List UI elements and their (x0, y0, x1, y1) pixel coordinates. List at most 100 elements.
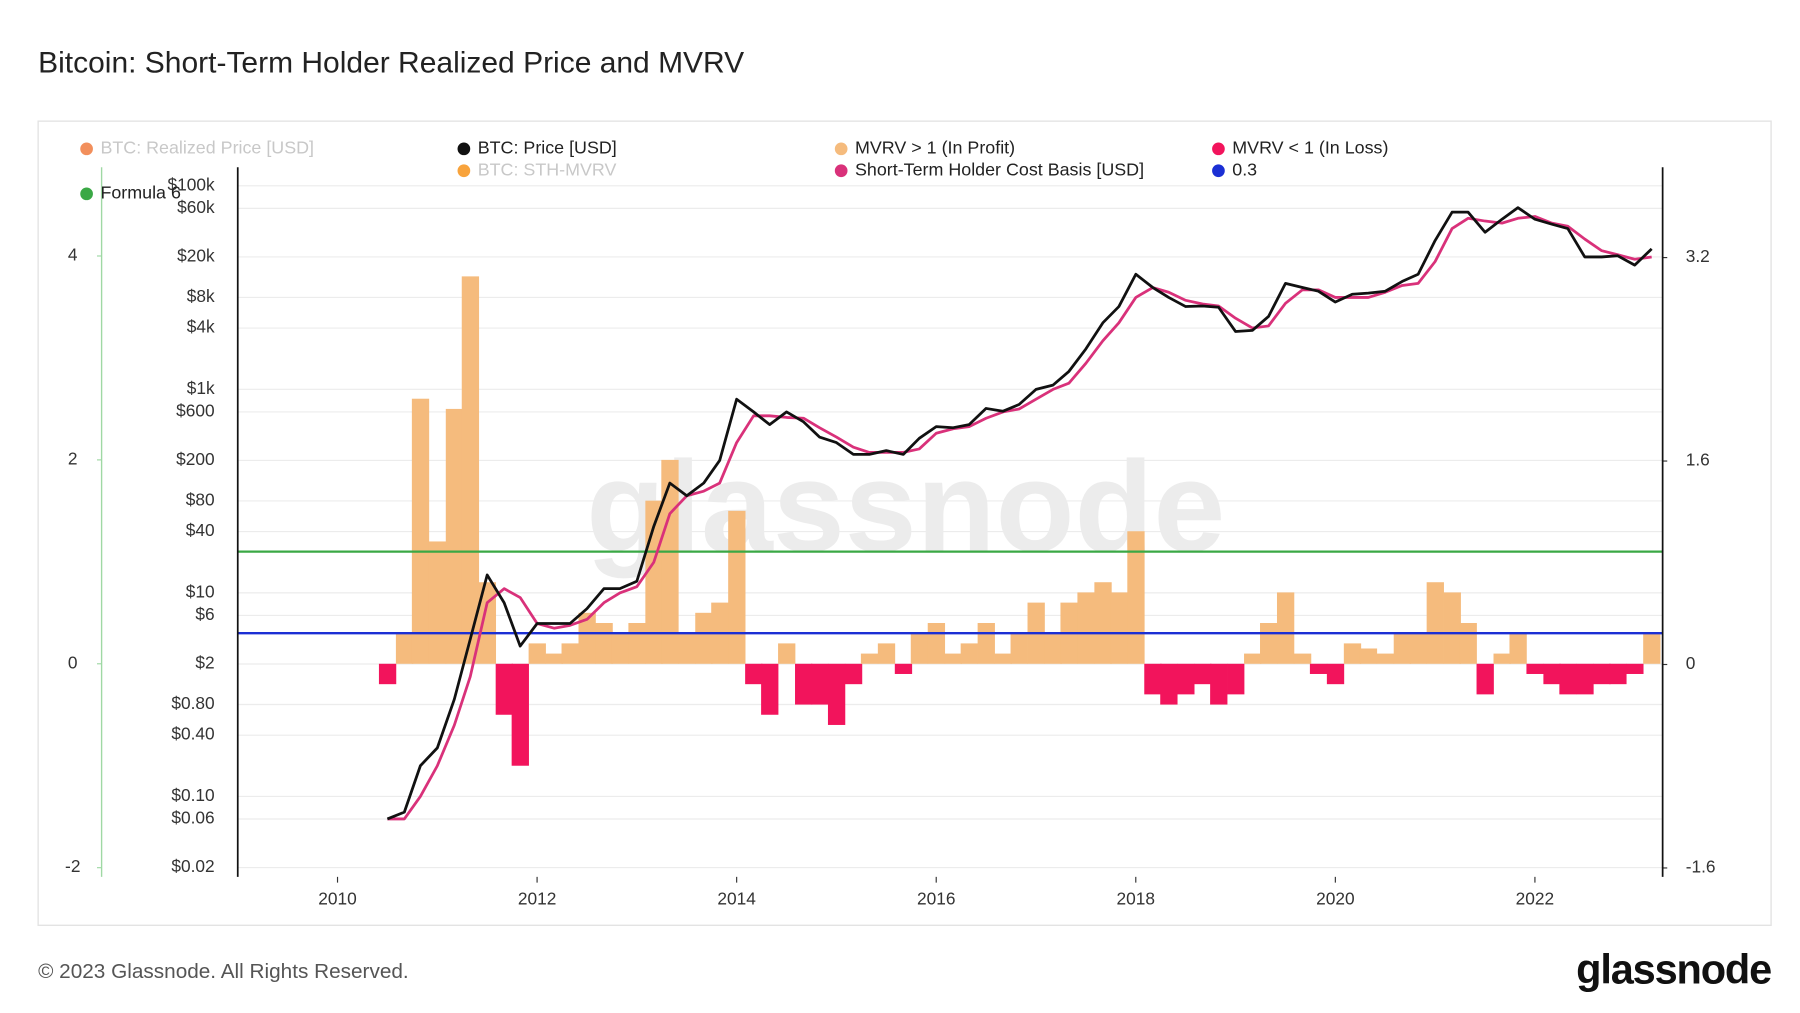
mvrv-bar (795, 663, 813, 705)
y3-tick-label: $4k (187, 317, 215, 337)
y-tick-label: -2 (65, 856, 80, 876)
x-tick-label: 2012 (518, 888, 556, 908)
mvrv-bar (1144, 663, 1162, 695)
mvrv-bar (778, 643, 796, 664)
mvrv-bar (1576, 663, 1594, 695)
legend-label: 0.3 (1232, 159, 1257, 179)
mvrv-bar (1609, 663, 1627, 685)
series-line (387, 215, 1652, 821)
mvrv-bar (1276, 592, 1295, 664)
y3-tick-label: $100k (168, 174, 215, 194)
y3-tick-label: $60k (177, 197, 215, 217)
y3-tick-label: $0.40 (171, 724, 214, 744)
mvrv-bar (1244, 653, 1262, 664)
mvrv-bar (1593, 663, 1611, 685)
mvrv-bar (1326, 663, 1345, 685)
mvrv-bar (545, 653, 563, 664)
legend-label: BTC: Realized Price [USD] (100, 138, 314, 158)
mvrv-bar (877, 643, 896, 664)
mvrv-bar (528, 643, 546, 664)
mvrv-bar (1376, 653, 1395, 664)
mvrv-bar (578, 612, 596, 664)
y3-tick-label: $600 (176, 400, 214, 420)
y3-tick-label: $20k (177, 245, 215, 265)
mvrv-bar (1077, 592, 1095, 664)
mvrv-bar (595, 623, 613, 664)
mvrv-bar (1044, 633, 1062, 664)
y3-tick-label: $80 (186, 490, 215, 510)
copyright: © 2023 Glassnode. All Rights Reserved. (38, 960, 409, 983)
mvrv-bar (1309, 663, 1328, 674)
legend-marker (1212, 164, 1225, 178)
mvrv-bar (844, 663, 863, 685)
legend-marker (457, 142, 471, 156)
series-line (386, 206, 1653, 821)
mvrv-bar (428, 541, 447, 664)
mvrv-bar (960, 643, 978, 664)
mvrv-bar (1210, 663, 1228, 705)
chart-frame (37, 120, 1772, 927)
mvrv-bar (1426, 582, 1444, 664)
mvrv-bar (1626, 663, 1644, 674)
mvrv-bar (378, 663, 397, 685)
mvrv-bar (1194, 663, 1212, 685)
legend-label: Short-Term Holder Cost Basis [USD] (855, 159, 1144, 179)
y2-tick-label: 1.6 (1686, 450, 1710, 470)
legend-label: Formula 6 (100, 183, 181, 203)
logo: glassnode (1576, 946, 1771, 993)
y-tick-label: 2 (68, 448, 78, 468)
mvrv-bar (1010, 633, 1028, 664)
y3-tick-label: $0.06 (171, 808, 214, 828)
mvrv-bar (1094, 582, 1112, 664)
mvrv-bar (611, 633, 629, 664)
y3-tick-label: $0.10 (171, 785, 214, 805)
y3-tick-label: $1k (187, 378, 215, 398)
mvrv-bar (1343, 643, 1362, 664)
y2-tick-label: 0 (1686, 653, 1696, 673)
mvrv-bar (827, 663, 846, 725)
legend-label: BTC: STH-MVRV (478, 159, 617, 179)
mvrv-bar (1227, 663, 1245, 695)
y3-tick-label: $200 (176, 449, 214, 469)
mvrv-bar (977, 623, 995, 664)
x-tick-label: 2016 (917, 888, 955, 908)
mvrv-bar (461, 276, 480, 664)
mvrv-bar (1459, 623, 1477, 664)
mvrv-bar (1359, 648, 1378, 664)
mvrv-bar (761, 663, 779, 715)
mvrv-bar (728, 510, 746, 664)
y-tick-label: 4 (68, 245, 78, 265)
y3-tick-label: $40 (186, 520, 215, 540)
y3-tick-label: $0.80 (171, 693, 214, 713)
mvrv-bar (745, 663, 763, 685)
mvrv-bar (927, 623, 946, 664)
legend-marker (80, 142, 93, 156)
mvrv-bar (1543, 663, 1561, 685)
legend-marker (834, 164, 848, 178)
mvrv-bar (628, 623, 646, 664)
x-tick-label: 2022 (1516, 888, 1554, 908)
mvrv-bar (1509, 633, 1527, 664)
mvrv-bar (511, 663, 529, 766)
mvrv-bar (1293, 653, 1312, 664)
y3-tick-label: $6 (195, 604, 214, 624)
mvrv-bar (495, 663, 513, 715)
mvrv-bar (411, 398, 430, 664)
mvrv-bar (395, 633, 414, 664)
x-tick-label: 2018 (1117, 888, 1155, 908)
mvrv-bar (1177, 663, 1195, 695)
watermark: glassnode (586, 435, 1225, 579)
legend-marker (80, 187, 93, 201)
x-tick-label: 2010 (318, 888, 356, 908)
mvrv-bar (1160, 663, 1178, 705)
mvrv-bar (1559, 663, 1577, 695)
mvrv-bar (894, 663, 913, 674)
mvrv-bar (944, 653, 963, 664)
y3-tick-label: $8k (187, 286, 215, 306)
chart-title: Bitcoin: Short-Term Holder Realized Pric… (38, 47, 744, 80)
legend-label: MVRV < 1 (In Loss) (1232, 138, 1388, 158)
legend-marker (1212, 142, 1225, 156)
y2-tick-label: 3.2 (1686, 246, 1710, 266)
mvrv-bar (695, 612, 713, 664)
